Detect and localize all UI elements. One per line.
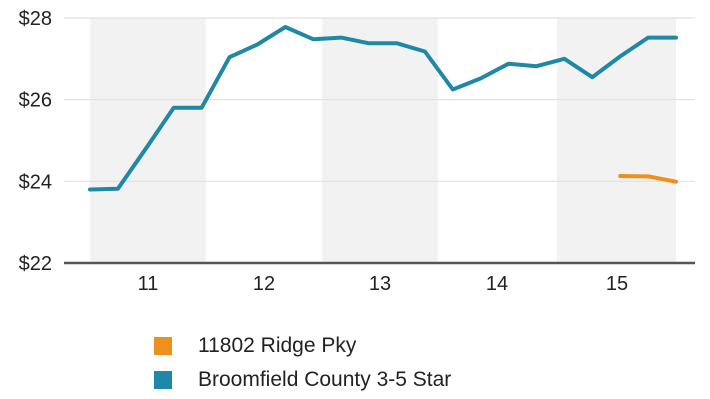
shaded-band-0 [90,18,206,263]
legend-label-ridge-pky: 11802 Ridge Pky [198,334,357,357]
x-tick-label: 13 [369,273,391,295]
legend-label-broomfield-county: Broomfield County 3-5 Star [198,368,452,391]
y-tick-label: $26 [19,90,52,112]
x-tick-label: 11 [138,273,159,295]
legend-swatch-broomfield-county [154,371,172,389]
shaded-band-1 [322,18,438,263]
legend: 11802 Ridge Pky Broomfield County 3-5 St… [154,330,654,394]
legend-swatch-ridge-pky [154,337,172,355]
grid-lines [64,17,695,182]
x-tick-label: 15 [606,273,628,295]
legend-item-broomfield-county: Broomfield County 3-5 Star [154,366,451,394]
y-tick-label: $22 [19,253,52,275]
series-line-0 [618,174,678,184]
shaded-bands [90,18,676,263]
y-tick-label: $28 [19,8,52,30]
shaded-band-2 [557,18,676,263]
y-tick-label: $24 [19,171,52,193]
x-tick-label: 14 [486,273,508,295]
legend-item-ridge-pky: 11802 Ridge Pky [154,332,356,360]
series-lines [88,25,678,192]
x-tick-label: 12 [253,273,275,295]
series-line-1 [88,25,678,192]
axes: $22 $24 $26 $28 11 12 13 14 15 [19,8,695,295]
